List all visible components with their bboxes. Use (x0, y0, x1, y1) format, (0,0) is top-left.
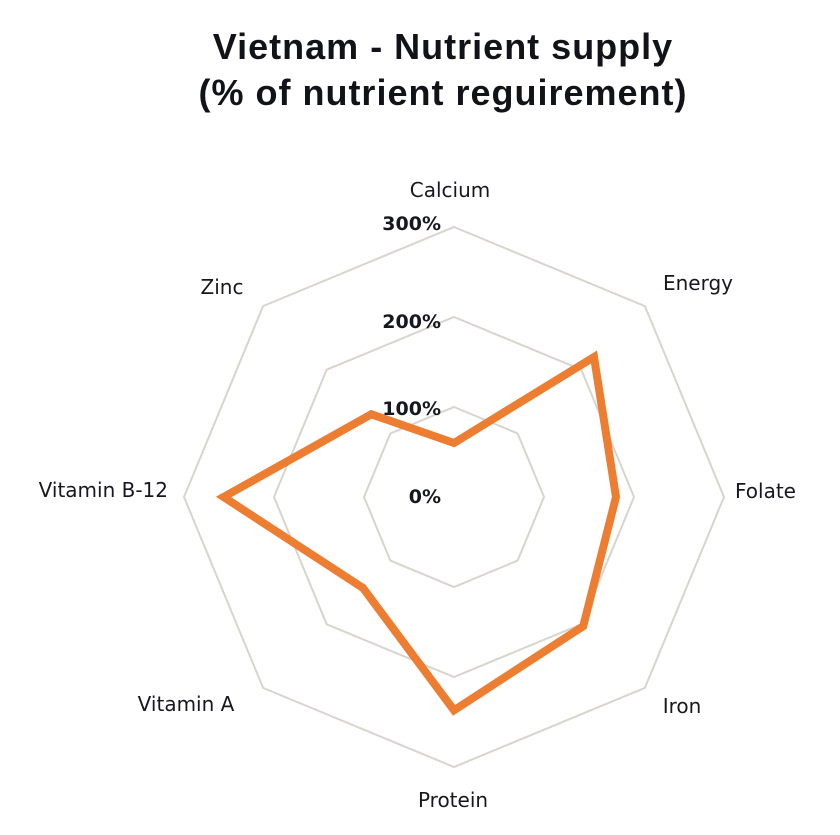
axis-label-vitamin-b-12: Vitamin B-12 (38, 478, 168, 502)
chart-title: Vietnam - Nutrient supply (212, 26, 674, 67)
tick-label-300pct: 300% (382, 213, 441, 235)
chart-subtitle: (% of nutrient reguirement) (198, 72, 688, 113)
axis-label-vitamin-a: Vitamin A (137, 692, 235, 716)
axis-label-zinc: Zinc (200, 275, 244, 299)
chart-title-block: Vietnam - Nutrient supply (% of nutrient… (23, 24, 840, 116)
axis-label-calcium: Calcium (409, 178, 491, 202)
axis-label-energy: Energy (662, 271, 734, 295)
axis-label-protein: Protein (417, 788, 489, 812)
grid-ring-300 (182, 225, 726, 769)
tick-label-200pct: 200% (382, 311, 441, 333)
tick-label-0pct: 0% (408, 486, 441, 508)
grid-ring-100 (362, 405, 546, 589)
series-polygon-vietnam (215, 350, 621, 716)
axis-label-iron: Iron (662, 694, 702, 718)
tick-label-100pct: 100% (382, 398, 441, 420)
axis-label-folate: Folate (735, 479, 796, 503)
